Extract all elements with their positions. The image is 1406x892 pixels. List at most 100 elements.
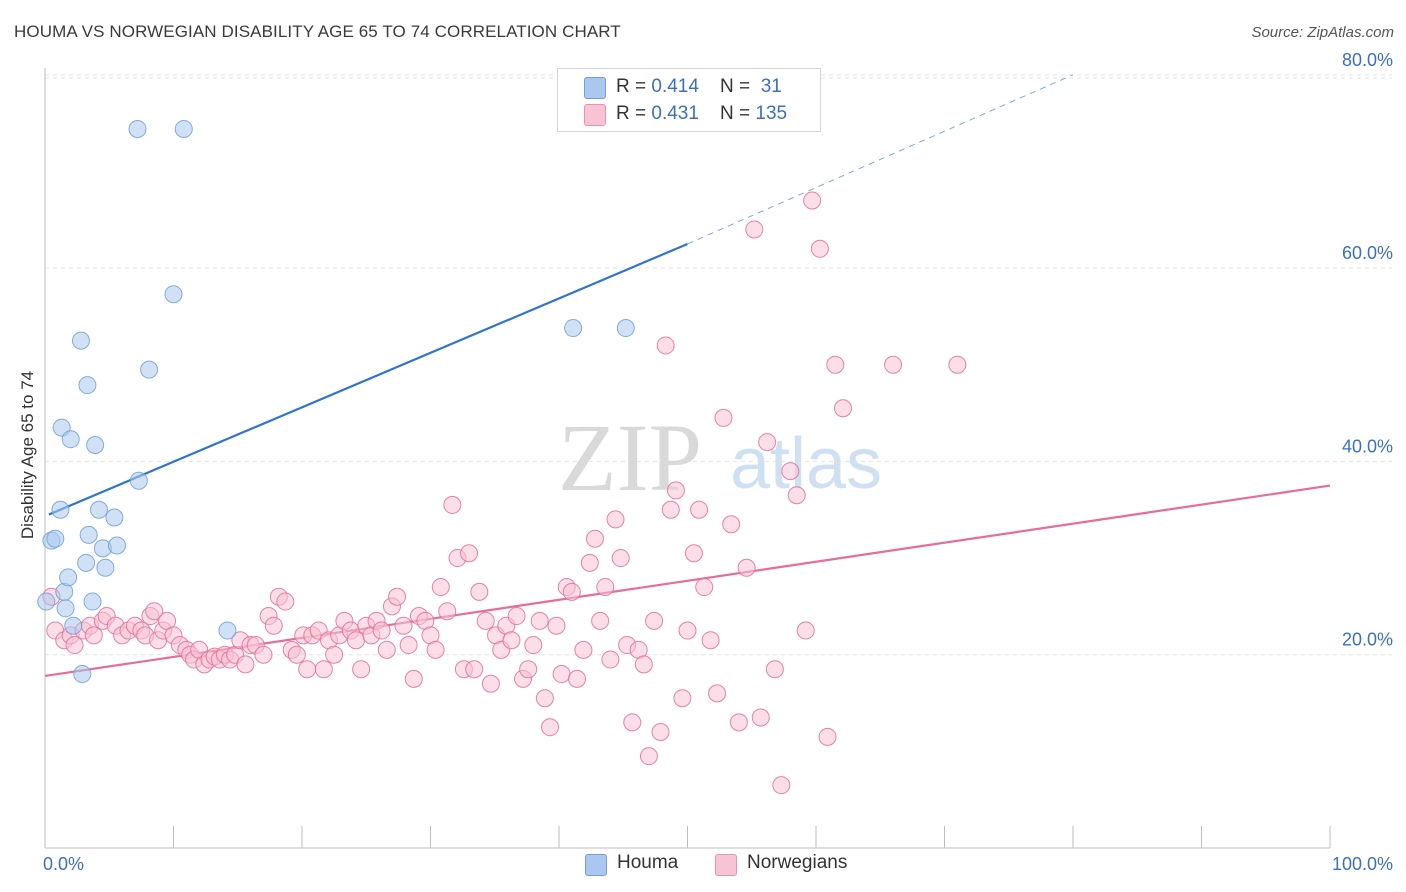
point-norwegians: [634, 655, 653, 674]
point-norwegians: [745, 220, 764, 239]
point-norwegians: [372, 621, 391, 640]
point-houma: [107, 536, 126, 555]
point-norwegians: [596, 578, 615, 597]
point-houma: [218, 621, 237, 640]
point-norwegians: [833, 399, 852, 418]
point-houma: [105, 508, 124, 527]
point-norwegians: [695, 578, 714, 597]
y-tick-label: 40.0%: [1342, 436, 1393, 456]
point-norwegians: [502, 631, 521, 650]
point-norwegians: [810, 239, 829, 258]
trend-line-houma: [48, 242, 688, 516]
point-norwegians: [443, 495, 462, 514]
point-houma: [61, 430, 80, 449]
point-norwegians: [388, 587, 407, 606]
point-norwegians: [426, 640, 445, 659]
point-norwegians: [507, 607, 526, 626]
point-houma: [56, 599, 75, 618]
point-norwegians: [460, 544, 479, 563]
point-norwegians: [562, 582, 581, 601]
point-norwegians: [656, 336, 675, 355]
legend-r-value: 0.414: [651, 76, 699, 97]
point-norwegians: [236, 655, 255, 674]
point-houma: [77, 553, 96, 572]
point-norwegians: [394, 616, 413, 635]
point-norwegians: [585, 529, 604, 548]
source-label: Source: ZipAtlas.com: [1251, 24, 1394, 41]
point-norwegians: [535, 689, 554, 708]
point-houma: [129, 471, 148, 490]
point-norwegians: [547, 616, 566, 635]
point-norwegians: [298, 660, 317, 679]
point-norwegians: [352, 660, 371, 679]
y-tick-label: 60.0%: [1342, 243, 1393, 263]
tick-labels: 20.0% 40.0% 60.0% 80.0% 0.0% 100.0%: [43, 50, 1393, 874]
point-norwegians: [404, 669, 423, 688]
data-points: [37, 119, 967, 795]
point-norwegians: [611, 549, 630, 568]
point-norwegians: [606, 510, 625, 529]
legend-label-houma: Houma: [617, 852, 679, 873]
point-norwegians: [567, 669, 586, 688]
legend-box: R = 0.414 N = 31 R = 0.431 N = 135: [557, 68, 821, 132]
point-houma: [616, 319, 635, 338]
point-norwegians: [399, 636, 418, 655]
point-houma: [89, 500, 108, 519]
point-norwegians: [623, 713, 642, 732]
legend-label-norwegians: Norwegians: [747, 852, 848, 873]
point-norwegians: [470, 582, 489, 601]
legend-r-label: R =: [616, 76, 652, 97]
point-norwegians: [678, 621, 697, 640]
point-norwegians: [722, 515, 741, 534]
trend-lines: [44, 74, 1331, 678]
y-tick-label: 20.0%: [1342, 630, 1393, 650]
point-houma: [51, 500, 70, 519]
point-houma: [59, 568, 78, 587]
legend-n-value: 135: [755, 103, 788, 124]
point-norwegians: [818, 727, 837, 746]
point-norwegians: [645, 611, 664, 630]
point-houma: [86, 435, 105, 454]
legend-r-value: 0.431: [651, 103, 699, 124]
point-norwegians: [684, 544, 703, 563]
point-norwegians: [314, 660, 333, 679]
point-norwegians: [781, 462, 800, 481]
point-norwegians: [524, 636, 543, 655]
x-tick-label: 0.0%: [43, 854, 84, 874]
point-houma: [174, 119, 193, 138]
point-norwegians: [580, 553, 599, 572]
point-norwegians: [651, 723, 670, 742]
legend-swatch-norwegians: [584, 104, 606, 126]
point-houma: [128, 119, 147, 138]
point-norwegians: [276, 592, 295, 611]
point-norwegians: [948, 355, 967, 374]
point-norwegians: [708, 684, 727, 703]
legend-n-value: 31: [755, 76, 782, 97]
trend-line-extension: [687, 74, 1074, 245]
legend-n-label: N =: [720, 103, 756, 124]
point-houma: [37, 592, 56, 611]
y-tick-label: 80.0%: [1342, 50, 1393, 70]
point-houma: [73, 665, 92, 684]
point-norwegians: [254, 645, 273, 664]
point-norwegians: [701, 631, 720, 650]
point-houma: [83, 592, 102, 611]
point-norwegians: [690, 500, 709, 519]
point-norwegians: [438, 602, 457, 621]
point-norwegians: [765, 660, 784, 679]
point-houma: [164, 285, 183, 304]
point-norwegians: [574, 640, 593, 659]
point-houma: [564, 319, 583, 338]
point-norwegians: [145, 602, 164, 621]
point-norwegians: [325, 645, 344, 664]
chart-title: HOUMA VS NORWEGIAN DISABILITY AGE 65 TO …: [14, 22, 621, 41]
point-norwegians: [287, 645, 306, 664]
point-norwegians: [803, 191, 822, 210]
point-norwegians: [481, 674, 500, 693]
point-norwegians: [541, 718, 560, 737]
point-norwegians: [431, 578, 450, 597]
point-norwegians: [552, 665, 571, 684]
point-norwegians: [601, 650, 620, 669]
point-norwegians: [884, 355, 903, 374]
point-norwegians: [84, 626, 103, 645]
